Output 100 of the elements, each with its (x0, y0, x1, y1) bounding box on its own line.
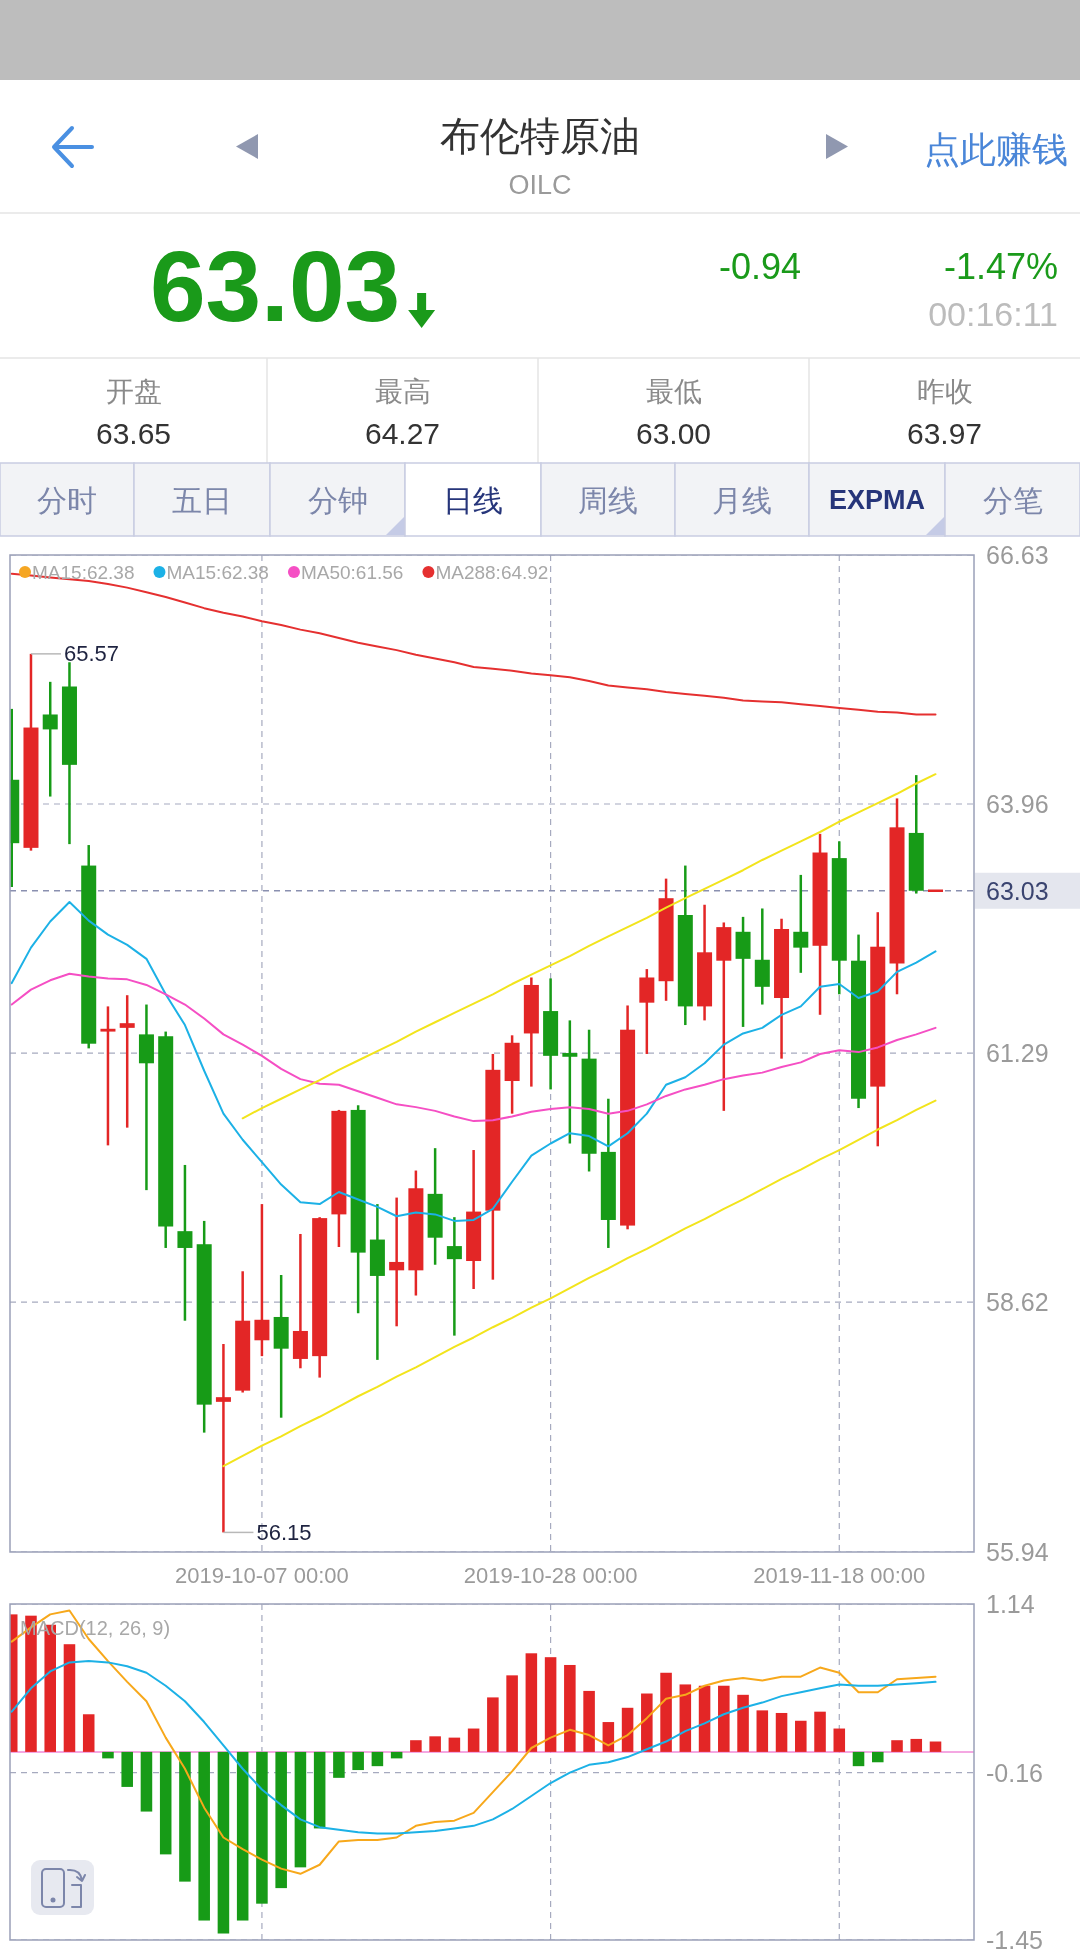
bar (929, 1741, 942, 1752)
candlestick (389, 1196, 405, 1328)
text: 63.00 (635, 416, 712, 450)
bar (487, 1697, 499, 1752)
bar (82, 1714, 95, 1752)
bar (275, 1751, 287, 1889)
bar (506, 1675, 518, 1752)
bar (564, 1664, 576, 1752)
bar (140, 1751, 153, 1812)
text: 64.27 (364, 416, 441, 450)
text: 布伦特原油 (440, 114, 640, 158)
text: -0.94 (718, 245, 802, 287)
bar (159, 1751, 172, 1855)
line-series (222, 1099, 937, 1468)
bar (102, 1751, 114, 1759)
candlestick (215, 1342, 231, 1534)
text: 00:16:11 (928, 295, 1058, 333)
bar (583, 1690, 595, 1752)
bar (467, 1728, 480, 1752)
candlestick (119, 993, 135, 1129)
legend-label: MA288:64.92 (435, 561, 549, 583)
candlestick (100, 1005, 116, 1147)
text: 月线 (712, 483, 772, 517)
y-tick-label: 1.14 (986, 1590, 1035, 1618)
bar (737, 1694, 749, 1752)
bar (333, 1751, 345, 1778)
bar (775, 1712, 788, 1752)
bar (121, 1751, 133, 1787)
y-tick-label: 58.62 (986, 1288, 1049, 1317)
text: 最高 (374, 375, 431, 407)
candlestick (793, 873, 809, 975)
candlestick (446, 1215, 462, 1337)
annotation: 56.15 (256, 1519, 312, 1545)
bar (795, 1720, 807, 1752)
bar (198, 1751, 210, 1921)
text: 分时 (37, 483, 97, 517)
bar (852, 1751, 865, 1767)
annotation: 65.57 (63, 641, 120, 667)
bar (179, 1751, 191, 1882)
bar (621, 1707, 634, 1752)
line-series (10, 1660, 937, 1835)
legend-label: MA15:62.38 (166, 561, 269, 583)
bar (313, 1751, 326, 1829)
bar (410, 1740, 422, 1752)
x-tick-label: 2019-11-18 00:00 (753, 1562, 926, 1588)
y-tick-label: 55.94 (986, 1538, 1049, 1566)
text: 分笔 (982, 483, 1043, 517)
bar (256, 1751, 268, 1904)
ref-line-label: 63.03 (986, 876, 1049, 905)
text: OILC (508, 170, 572, 200)
text: 分钟 (307, 483, 368, 517)
bar (641, 1693, 653, 1752)
line-series (241, 773, 937, 1120)
text: 点此赚钱 (924, 128, 1068, 170)
bar (294, 1751, 307, 1868)
bar (833, 1728, 846, 1752)
candlestick (42, 680, 58, 798)
x-tick-label: 2019-10-28 00:00 (463, 1562, 638, 1588)
text: 周线 (578, 483, 638, 517)
bar (891, 1740, 903, 1752)
bar (718, 1685, 730, 1752)
bar (448, 1737, 461, 1752)
bar (872, 1751, 884, 1763)
text: 63.65 (95, 416, 172, 450)
bar (429, 1736, 441, 1752)
bar (544, 1657, 557, 1752)
bar (814, 1711, 826, 1752)
bar (371, 1751, 384, 1767)
candlestick (562, 1019, 578, 1145)
line-series (10, 972, 937, 1123)
bar (698, 1685, 711, 1752)
text: 最低 (645, 375, 702, 407)
text: 五日 (172, 483, 232, 517)
bar (525, 1653, 538, 1752)
candlestick (177, 1163, 193, 1322)
text: -1.47% (943, 245, 1058, 287)
text: 日线 (443, 483, 503, 517)
y-tick-label: -0.16 (986, 1758, 1043, 1787)
y-tick-label: 61.29 (986, 1039, 1049, 1068)
legend-label: MA50:61.56 (300, 561, 404, 583)
bar (660, 1672, 672, 1752)
y-tick-label: 63.96 (986, 790, 1049, 819)
y-tick-label: 66.63 (986, 541, 1049, 569)
bar (236, 1751, 249, 1921)
bar (679, 1684, 692, 1752)
bar (352, 1751, 364, 1771)
text: 开盘 (105, 375, 162, 407)
text: 昨收 (916, 375, 973, 407)
bar (63, 1644, 76, 1752)
bar (217, 1751, 230, 1934)
text: 63.03 (149, 230, 401, 342)
legend-label: MA15:62.38 (32, 561, 135, 583)
bar (910, 1738, 923, 1752)
line-series (10, 1609, 937, 1875)
text: 63.97 (906, 416, 983, 450)
x-tick-label: 2019-10-07 00:00 (175, 1562, 349, 1588)
bar (756, 1710, 769, 1752)
candlestick (254, 1202, 270, 1358)
line-series (10, 900, 937, 1222)
y-tick-label: -1.45 (986, 1926, 1043, 1954)
